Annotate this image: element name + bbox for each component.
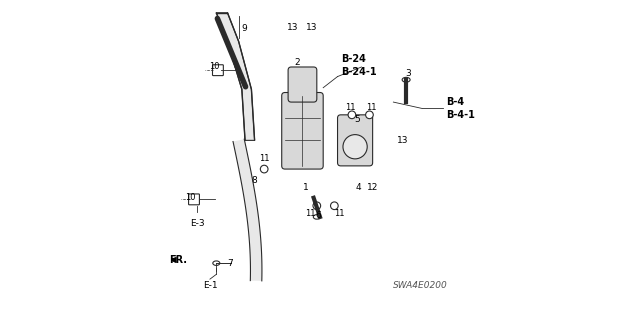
Text: 13: 13 (287, 23, 299, 32)
Polygon shape (216, 13, 255, 140)
Text: 12: 12 (367, 183, 378, 192)
Text: FR.: FR. (170, 255, 188, 265)
Text: 8: 8 (252, 176, 257, 185)
FancyBboxPatch shape (212, 65, 223, 76)
FancyBboxPatch shape (282, 93, 323, 169)
Text: 10: 10 (185, 193, 196, 202)
Circle shape (260, 165, 268, 173)
Circle shape (365, 111, 373, 119)
Text: 9: 9 (242, 24, 248, 33)
Text: 5: 5 (354, 115, 360, 124)
Text: 2: 2 (295, 58, 301, 67)
Text: 13: 13 (307, 23, 318, 32)
Text: 1: 1 (303, 183, 308, 192)
Text: 11: 11 (334, 209, 344, 218)
Text: 3: 3 (405, 69, 411, 78)
Circle shape (313, 202, 321, 210)
Text: 11: 11 (345, 103, 356, 112)
FancyBboxPatch shape (189, 194, 200, 205)
Text: 11: 11 (305, 209, 316, 218)
Ellipse shape (314, 215, 320, 219)
Text: B-24
B-24-1: B-24 B-24-1 (340, 54, 376, 77)
Text: 13: 13 (397, 136, 409, 145)
FancyBboxPatch shape (337, 115, 372, 166)
Text: 4: 4 (355, 183, 361, 192)
Circle shape (330, 202, 338, 210)
FancyBboxPatch shape (288, 67, 317, 102)
Ellipse shape (213, 261, 220, 265)
Circle shape (343, 135, 367, 159)
Text: 11: 11 (366, 103, 376, 112)
Text: 11: 11 (259, 154, 269, 163)
Text: B-4
B-4-1: B-4 B-4-1 (446, 97, 475, 120)
Polygon shape (233, 139, 262, 281)
Ellipse shape (402, 77, 410, 82)
Text: E-1: E-1 (203, 281, 217, 290)
Text: 6: 6 (316, 211, 321, 219)
Text: SWA4E0200: SWA4E0200 (394, 281, 448, 290)
Text: 7: 7 (227, 259, 233, 268)
Text: E-3: E-3 (190, 219, 205, 227)
Circle shape (348, 111, 356, 119)
Text: 10: 10 (209, 63, 220, 71)
